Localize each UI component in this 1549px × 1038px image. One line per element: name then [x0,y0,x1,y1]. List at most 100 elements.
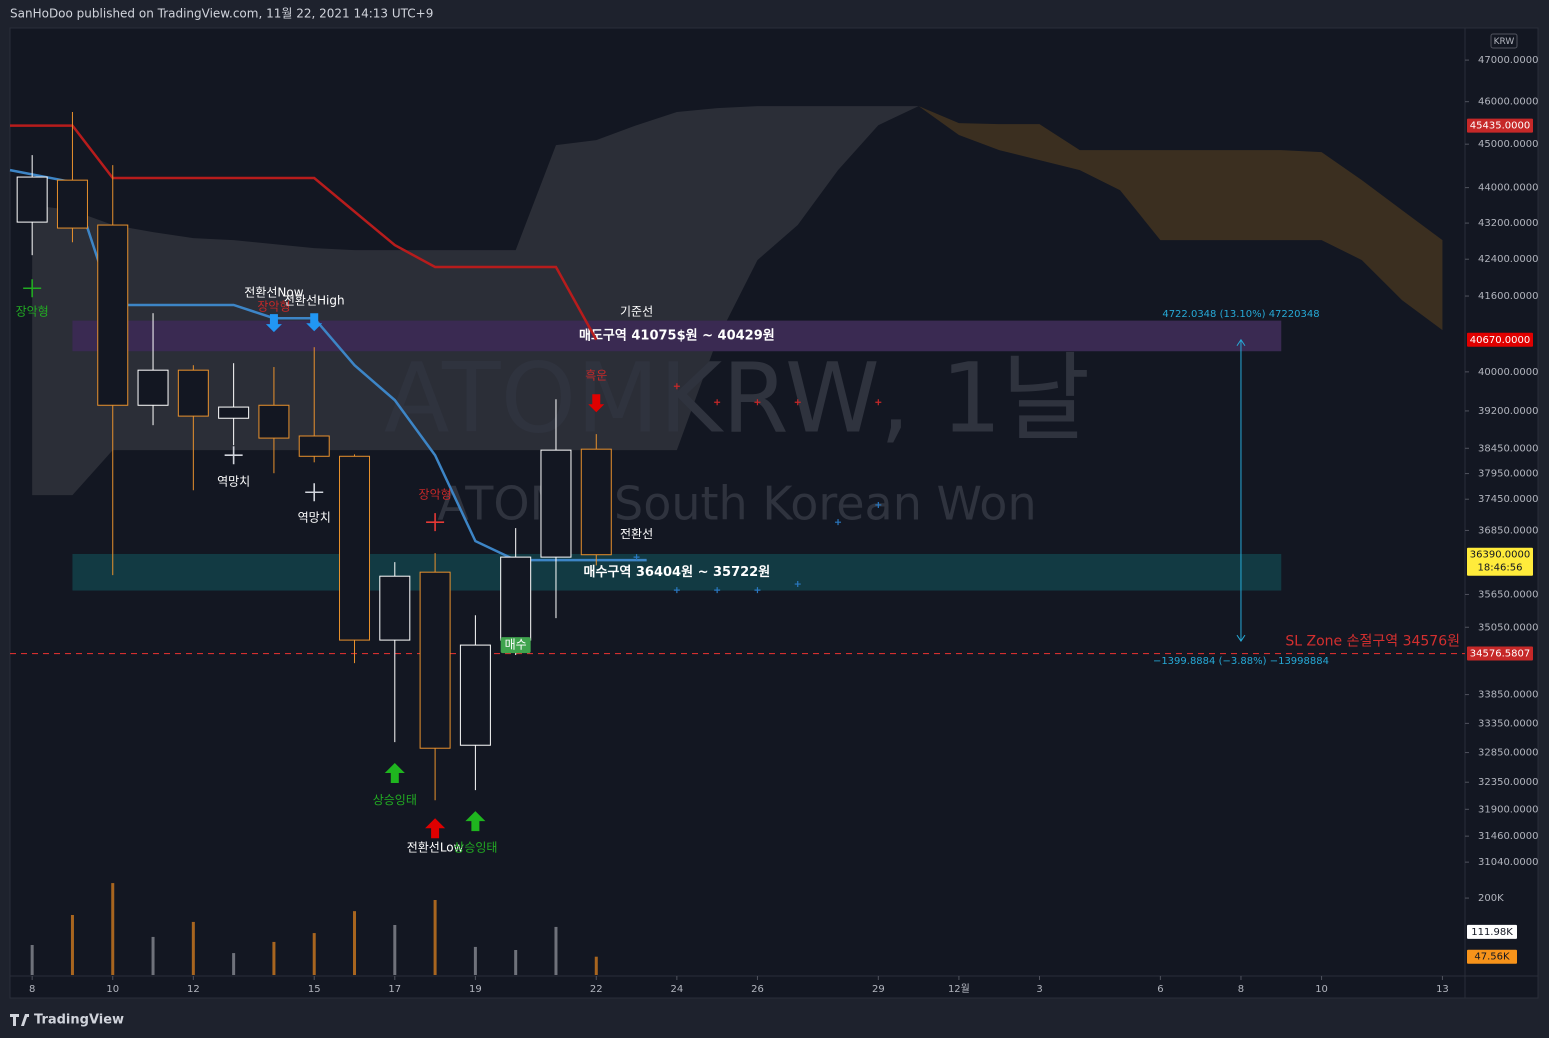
ichimoku-cloud [918,106,1443,331]
volume-bar [232,953,236,975]
volume-bar [151,936,155,975]
x-tick-label: 8 [29,984,35,995]
plus-marker [875,399,882,406]
plus-marker [714,587,721,594]
arrow-up-marker [425,818,446,839]
measure-arrowheads [1236,338,1246,642]
annotation-label: 장악형 [16,305,49,319]
annotation-box [500,637,531,654]
y-tick-label: 39200.0000 [1478,406,1538,417]
candle-body [339,455,371,641]
zone [72,553,1282,591]
volume-bar [353,911,357,975]
annotation-label: 전환선Low [407,841,464,855]
plus-marker [835,519,842,526]
tv-logo: TradingView [10,1013,124,1028]
plus-marker [754,399,761,406]
price-label-box [1467,547,1533,576]
header: SanHoDoo published on TradingView.com, 1… [10,7,433,21]
candle-body [177,369,209,417]
volume-bar [433,900,437,975]
zone-label: 매수구역 36404원 ~ 35722원 [584,564,771,580]
y-tick-label: 35650.0000 [1478,589,1538,600]
x-tick-label: 6 [1157,984,1163,995]
y-tick-label: 46000.0000 [1478,97,1538,108]
currency-box [1490,33,1518,49]
candle-body [56,179,88,229]
volume-tick-label: 200K [1478,893,1504,904]
plus-marker [673,587,680,594]
price-label-time: 18:46:56 [1478,563,1523,574]
volume-bar [191,921,195,975]
price-label: 34576.5807 [1470,649,1530,660]
annotation-label: 전환선 [620,527,653,541]
annotation-label: 전환선Now [244,285,303,299]
y-tick-label: 33350.0000 [1478,718,1538,729]
annotation-label: 장악형 [257,300,290,314]
measure-bottom-label: −1399.8884 (−3.88%) −13998884 [1153,656,1329,667]
volume-bar [70,915,74,975]
volume-layer [30,883,598,975]
candle-body [540,449,572,558]
volume-bar [514,950,518,975]
candle-body [137,369,169,406]
x-tick-label: 26 [751,984,764,995]
volume-bar [473,946,477,975]
arrow-down-marker [265,314,282,333]
arrow-up-marker [465,811,486,832]
price-label-box [1467,646,1533,661]
y-tick-label: 41600.0000 [1478,291,1538,302]
y-tick-label: 45000.0000 [1478,139,1538,150]
candle-body [258,404,290,439]
annotation-label: 역망치 [298,511,331,525]
plus-marker [633,554,640,561]
candle-body [500,556,532,641]
y-tick-label: 33850.0000 [1478,690,1538,701]
x-tick-label: 8 [1238,984,1244,995]
x-tick-label: 17 [388,984,401,995]
candle-body [298,435,330,457]
plus-marker [794,581,801,588]
y-tick-label: 42400.0000 [1478,254,1538,265]
candle-body [218,406,250,419]
y-tick-label: 36850.0000 [1478,525,1538,536]
axis-layer: 47000.0000 46000.0000 45000.0000 44000.0000… [29,55,1538,995]
y-tick-label: 32850.0000 [1478,748,1538,759]
y-tick-label: 44000.0000 [1478,183,1538,194]
x-tick-label: 3 [1036,984,1042,995]
measure-top-label: 4722.0348 (13.10%) 47220348 [1162,309,1319,320]
x-tick-label: 10 [106,984,119,995]
candle-body [419,571,451,749]
indicator-line [10,124,598,341]
volume-bar [272,941,276,975]
y-tick-label: 31460.0000 [1478,831,1538,842]
watermark-layer: ATOMKRW, 1날 ATOM / South Korean Won [384,342,1090,530]
x-tick-label: 24 [670,984,683,995]
volume-bar [111,883,115,975]
x-tick-label: 12 [187,984,200,995]
y-tick-label: 31040.0000 [1478,857,1538,868]
zone-label: 매도구역 41075$원 ~ 40429원 [579,327,775,343]
annotation-label: 역망치 [217,475,250,489]
watermark: ATOMKRW, 1날 [384,342,1090,454]
annotation-label: 상승잉태 [453,841,497,855]
candle-body [16,176,48,223]
x-tick-label: 10 [1315,984,1328,995]
cloud-layer [32,106,1443,496]
currency: KRW [1494,37,1515,47]
y-tick-label: 37950.0000 [1478,469,1538,480]
x-tick-label: 15 [308,984,321,995]
price-label-box [1467,118,1533,133]
annotation-layer: 장악형 장악형전환선Now전환선High역망치역망치장악형상승잉태전환선Low상승… [16,279,882,855]
y-tick-label: 40000.0000 [1478,367,1538,378]
y-tick-label: 32350.0000 [1478,777,1538,788]
y-tick-label: 43200.0000 [1478,218,1538,229]
y-tick-label: 37450.0000 [1478,494,1538,505]
volume-bar [594,956,598,975]
y-tick-label: 47000.0000 [1478,55,1538,66]
plus-marker [875,501,882,508]
cross-marker [23,279,42,298]
plus-marker [714,399,721,406]
x-tick-label: 29 [872,984,885,995]
